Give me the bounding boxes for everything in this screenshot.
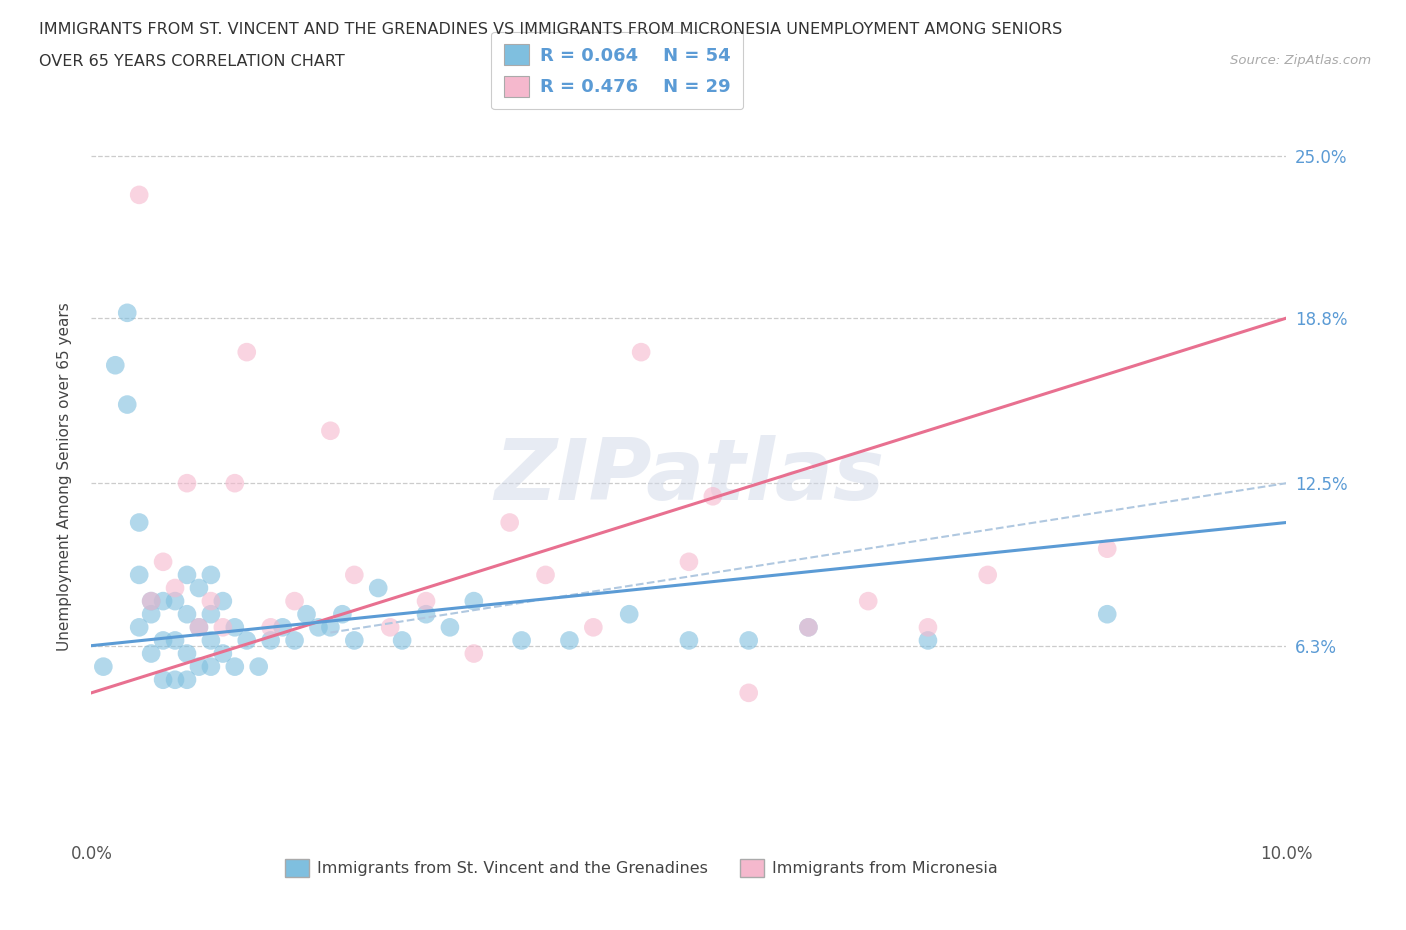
Point [188, 620, 211, 635]
Point [188, 580, 211, 595]
Point [115, 305, 138, 320]
Point [295, 606, 318, 621]
Point [678, 554, 700, 569]
Point [332, 606, 354, 621]
Point [188, 620, 211, 635]
Point [128, 188, 150, 203]
Point [284, 633, 307, 648]
Point [367, 580, 389, 595]
Point [176, 567, 198, 582]
Point [200, 567, 222, 582]
Point [176, 646, 198, 661]
Point [307, 620, 329, 635]
Point [619, 606, 641, 621]
Point [141, 606, 163, 621]
Point [380, 620, 402, 635]
Point [224, 659, 246, 674]
Point [247, 659, 270, 674]
Point [630, 345, 652, 360]
Point [176, 672, 198, 687]
Point [163, 672, 186, 687]
Point [224, 620, 246, 635]
Point [1097, 606, 1119, 621]
Point [678, 633, 700, 648]
Point [163, 633, 186, 648]
Point [211, 646, 233, 661]
Point [141, 593, 163, 608]
Point [415, 606, 437, 621]
Point [582, 620, 605, 635]
Point [93, 659, 115, 674]
Point [141, 646, 163, 661]
Point [235, 633, 259, 648]
Point [188, 659, 211, 674]
Text: Source: ZipAtlas.com: Source: ZipAtlas.com [1230, 54, 1371, 67]
Point [415, 593, 437, 608]
Point [917, 633, 939, 648]
Point [343, 633, 366, 648]
Point [235, 345, 259, 360]
Point [463, 593, 485, 608]
Point [737, 633, 759, 648]
Point [163, 593, 186, 608]
Text: IMMIGRANTS FROM ST. VINCENT AND THE GRENADINES VS IMMIGRANTS FROM MICRONESIA UNE: IMMIGRANTS FROM ST. VINCENT AND THE GREN… [39, 22, 1063, 37]
Point [499, 515, 522, 530]
Point [176, 476, 198, 491]
Point [391, 633, 413, 648]
Point [115, 397, 138, 412]
Point [259, 620, 281, 635]
Point [510, 633, 533, 648]
Point [439, 620, 461, 635]
Point [141, 593, 163, 608]
Point [104, 358, 127, 373]
Legend: Immigrants from St. Vincent and the Grenadines, Immigrants from Micronesia: Immigrants from St. Vincent and the Gren… [278, 853, 1004, 884]
Point [917, 620, 939, 635]
Point [319, 423, 342, 438]
Point [1097, 541, 1119, 556]
Point [211, 620, 233, 635]
Point [976, 567, 998, 582]
Text: OVER 65 YEARS CORRELATION CHART: OVER 65 YEARS CORRELATION CHART [39, 54, 344, 69]
Point [463, 646, 485, 661]
Point [534, 567, 557, 582]
Y-axis label: Unemployment Among Seniors over 65 years: Unemployment Among Seniors over 65 years [58, 302, 72, 651]
Point [128, 620, 150, 635]
Point [271, 620, 294, 635]
Point [343, 567, 366, 582]
Point [702, 489, 724, 504]
Point [319, 620, 342, 635]
Point [200, 593, 222, 608]
Point [211, 593, 233, 608]
Point [858, 593, 880, 608]
Point [200, 659, 222, 674]
Point [152, 672, 174, 687]
Point [163, 580, 186, 595]
Point [152, 593, 174, 608]
Point [152, 554, 174, 569]
Point [152, 633, 174, 648]
Point [224, 476, 246, 491]
Point [558, 633, 581, 648]
Text: ZIPatlas: ZIPatlas [494, 435, 884, 518]
Point [737, 685, 759, 700]
Point [128, 567, 150, 582]
Point [797, 620, 820, 635]
Point [128, 515, 150, 530]
Point [176, 606, 198, 621]
Point [284, 593, 307, 608]
Point [259, 633, 281, 648]
Point [200, 633, 222, 648]
Point [797, 620, 820, 635]
Point [200, 606, 222, 621]
